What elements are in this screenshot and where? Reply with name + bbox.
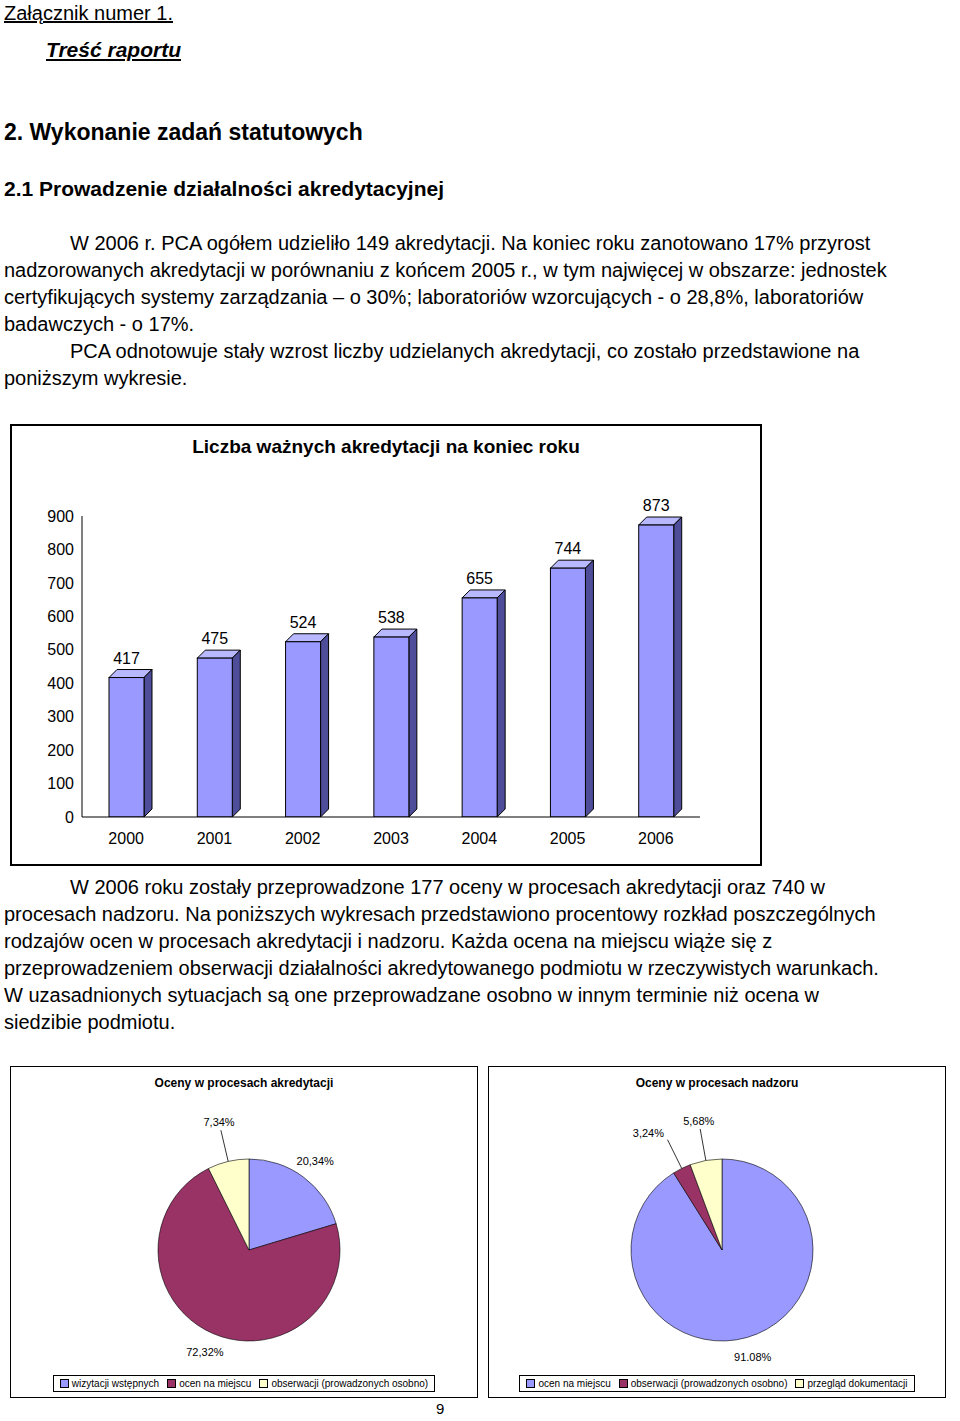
svg-text:2001: 2001 (197, 830, 233, 847)
svg-text:600: 600 (47, 608, 74, 625)
svg-text:744: 744 (555, 540, 582, 557)
html-text:Liczba ważnych akredytacji na: Liczba ważnych akredytacji na koniec rok… (192, 436, 580, 457)
svg-text:2000: 2000 (108, 830, 144, 847)
html-text:2. Wykonanie zadań statutowych: 2. Wykonanie zadań statutowych (4, 119, 363, 145)
svg-text:3,24%: 3,24% (633, 1127, 664, 1139)
html-text:W 2006 roku zostały przeprowad: W 2006 roku zostały przeprowadzone 177 o… (4, 876, 879, 1033)
svg-text:538: 538 (378, 609, 405, 626)
svg-text:800: 800 (47, 541, 74, 558)
html-text:Treść raportu: Treść raportu (46, 38, 181, 61)
svg-text:2003: 2003 (373, 830, 409, 847)
svg-text:0: 0 (65, 809, 74, 826)
svg-text:5,68%: 5,68% (683, 1115, 714, 1127)
html-text:przegląd dokumentacji: przegląd dokumentacji (807, 1378, 908, 1389)
svg-text:873: 873 (643, 497, 670, 514)
html-text:wizytacji wstępnych: wizytacji wstępnych (71, 1378, 160, 1389)
html-text:9: 9 (436, 1400, 445, 1417)
svg-text:524: 524 (290, 614, 317, 631)
html-text:Oceny w procesach nadzoru: Oceny w procesach nadzoru (635, 1076, 799, 1090)
svg-text:2002: 2002 (285, 830, 321, 847)
html-text:obserwacji (prowadzonych osobn: obserwacji (prowadzonych osobno) (630, 1378, 788, 1389)
html-text:PCA odnotowuje stały wzrost li: PCA odnotowuje stały wzrost liczby udzie… (4, 340, 860, 389)
svg-text:2004: 2004 (461, 830, 497, 847)
svg-text:500: 500 (47, 641, 74, 658)
html-text:obserwacji (prowadzonych osobn: obserwacji (prowadzonych osobno) (271, 1378, 429, 1389)
html-text:Załącznik numer 1.: Załącznik numer 1. (4, 2, 173, 24)
svg-text:2006: 2006 (638, 830, 674, 847)
svg-text:300: 300 (47, 708, 74, 725)
svg-text:700: 700 (47, 575, 74, 592)
html-text:2.1 Prowadzenie działalności a: 2.1 Prowadzenie działalności akredytacyj… (4, 177, 444, 200)
svg-text:417: 417 (113, 650, 140, 667)
svg-text:200: 200 (47, 742, 74, 759)
svg-text:2005: 2005 (550, 830, 586, 847)
svg-text:400: 400 (47, 675, 74, 692)
html-text:W 2006 r. PCA ogółem udzieliło: W 2006 r. PCA ogółem udzieliło 149 akred… (4, 232, 887, 335)
svg-text:7,34%: 7,34% (203, 1116, 234, 1128)
svg-text:72,32%: 72,32% (186, 1346, 224, 1358)
html-text:ocen na miejscu: ocen na miejscu (538, 1378, 611, 1389)
svg-text:20,34%: 20,34% (297, 1155, 335, 1167)
svg-text:900: 900 (47, 508, 74, 525)
html-text:Oceny w procesach akredytacji: Oceny w procesach akredytacji (154, 1076, 334, 1090)
svg-text:475: 475 (201, 630, 228, 647)
html-text:ocen na miejscu: ocen na miejscu (179, 1378, 252, 1389)
svg-text:100: 100 (47, 775, 74, 792)
svg-text:655: 655 (466, 570, 493, 587)
svg-text:91,08%: 91,08% (734, 1351, 772, 1361)
